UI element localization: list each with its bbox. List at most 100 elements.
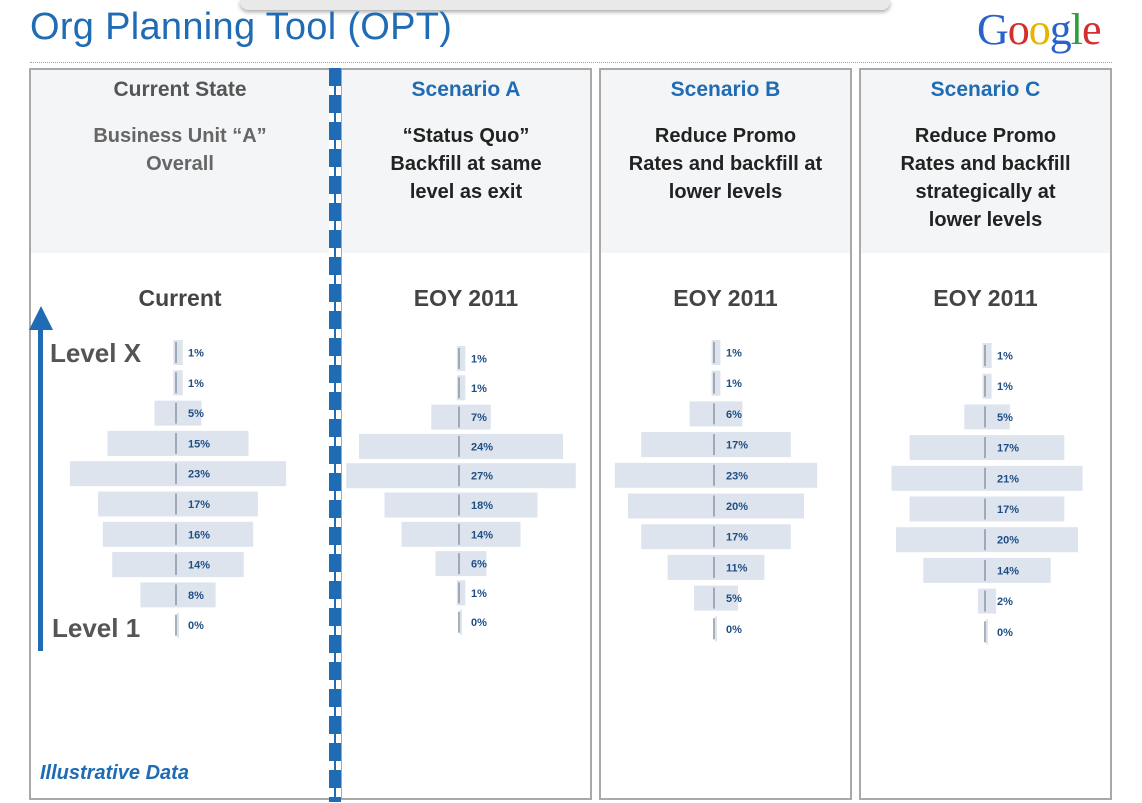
description-line: Business Unit “A” — [93, 125, 267, 147]
pyramid-bar — [923, 557, 1051, 583]
bar-value-label: 17% — [997, 443, 1019, 455]
pyramid-bar — [456, 375, 466, 401]
pyramid-bar — [460, 609, 462, 635]
level-axis-arrow — [38, 328, 43, 651]
bar-value-label: 23% — [188, 469, 210, 481]
divider-line — [334, 68, 336, 802]
bar-value-label: 8% — [188, 590, 204, 602]
pyramid-bar — [977, 588, 997, 614]
bar-value-label: 1% — [471, 354, 487, 366]
bar-value-label: 5% — [997, 412, 1013, 424]
bar-value-label: 11% — [726, 562, 748, 574]
pyramid-bar — [431, 404, 491, 430]
bar-value-label: 15% — [188, 438, 210, 450]
level-1-label: Level 1 — [52, 613, 141, 643]
description-line: Rates and backfill at — [628, 153, 823, 175]
bar-value-label: 17% — [188, 499, 210, 511]
pyramid-bar — [140, 582, 216, 608]
pyramid-bar — [173, 340, 183, 365]
pyramid-bar — [896, 527, 1078, 553]
bar-value-label: 0% — [726, 624, 742, 636]
bar-value-label: 0% — [997, 627, 1013, 639]
bar-value-label: 1% — [471, 383, 487, 395]
pyramid-bar — [982, 373, 992, 399]
bar-value-label: 5% — [188, 408, 204, 420]
pyramid-bar — [98, 491, 258, 517]
chart-sublabel: EOY 2011 — [933, 285, 1038, 311]
pyramid-bar — [711, 340, 721, 365]
bar-value-label: 5% — [726, 593, 742, 605]
window-top-bar — [240, 0, 890, 10]
description-line: Reduce Promo — [654, 125, 797, 147]
pyramid-bar — [614, 462, 818, 488]
pyramid-bar — [102, 521, 254, 547]
panel-header — [31, 70, 329, 253]
bar-value-label: 1% — [997, 381, 1013, 393]
pyramid-bar — [909, 496, 1065, 522]
description-line: lower levels — [668, 181, 783, 203]
pyramid-bar — [112, 552, 244, 578]
description-line: Overall — [146, 153, 214, 175]
bar-value-label: 18% — [471, 500, 493, 512]
panel-header — [601, 70, 850, 253]
description-line: Reduce Promo — [914, 125, 1057, 147]
bar-value-label: 23% — [726, 470, 748, 482]
bar-value-label: 1% — [188, 348, 204, 360]
pyramid-bar — [891, 465, 1083, 491]
pyramid-bar — [628, 493, 804, 519]
bar-value-label: 14% — [188, 560, 210, 572]
bar-value-label: 17% — [726, 440, 748, 452]
panel-scenario-b: Scenario B Reduce Promo Rates and backfi… — [599, 68, 852, 800]
pyramid-bar — [456, 580, 466, 606]
chart-sublabel: EOY 2011 — [673, 285, 778, 311]
panel-description: Reduce Promo Rates and backfill at lower… — [601, 122, 850, 206]
panel-header — [342, 70, 590, 253]
bar-value-label: 16% — [188, 529, 210, 541]
bar-value-label: 27% — [471, 471, 493, 483]
description-line: lower levels — [928, 209, 1043, 231]
pyramid-bar — [359, 433, 563, 459]
pyramid-bar — [986, 619, 988, 645]
panel-scenario-c: Scenario C Reduce Promo Rates and backfi… — [859, 68, 1112, 800]
panel-description: Business Unit “A” Overall — [31, 122, 329, 178]
bar-value-label: 7% — [471, 412, 487, 424]
bar-value-label: 1% — [726, 348, 742, 360]
pyramid-bar — [69, 461, 287, 487]
pyramid-bar — [711, 370, 721, 396]
bar-value-label: 1% — [726, 378, 742, 390]
bar-value-label: 0% — [471, 617, 487, 629]
pyramid-bar — [715, 616, 717, 642]
bar-value-label: 2% — [997, 596, 1013, 608]
panel-heading: Scenario C — [930, 78, 1041, 101]
pyramid-bar — [982, 343, 992, 368]
pyramid-bar — [435, 551, 487, 577]
bar-value-label: 17% — [997, 504, 1019, 516]
bar-value-label: 0% — [188, 620, 204, 632]
bar-value-label: 20% — [726, 501, 748, 513]
pyramid-bar — [641, 524, 791, 550]
bar-value-label: 14% — [471, 529, 493, 541]
title-divider — [30, 62, 1112, 63]
description-line: strategically at — [915, 181, 1056, 203]
bar-value-label: 6% — [471, 559, 487, 571]
pyramid-bar — [346, 463, 576, 489]
pyramid-bar — [154, 400, 202, 426]
pyramid-bar — [173, 370, 183, 396]
pyramid-bar — [107, 430, 249, 456]
chart-sublabel: Current — [138, 285, 222, 311]
panel-description: Reduce Promo Rates and backfill strategi… — [861, 122, 1110, 234]
pyramid-bar — [384, 492, 538, 518]
pyramid-bar — [667, 554, 765, 580]
bar-value-label: 14% — [997, 565, 1019, 577]
pyramid-bar — [177, 612, 179, 638]
illustrative-data-note: Illustrative Data — [40, 762, 189, 784]
bar-value-label: 21% — [997, 473, 1019, 485]
bar-value-label: 17% — [726, 532, 748, 544]
chart-sublabel: EOY 2011 — [413, 285, 519, 311]
page-title: Org Planning Tool (OPT) — [30, 6, 453, 48]
pyramid-bar — [909, 435, 1065, 461]
google-logo: Google — [977, 5, 1102, 54]
bar-value-label: 24% — [471, 441, 493, 453]
panel-heading: Scenario B — [670, 78, 781, 101]
